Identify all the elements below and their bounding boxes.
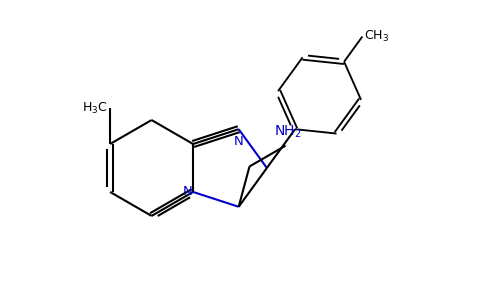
Text: N: N <box>182 185 192 198</box>
Text: H$_3$C: H$_3$C <box>82 100 107 116</box>
Text: N: N <box>234 135 243 148</box>
Text: CH$_3$: CH$_3$ <box>364 29 389 44</box>
Text: NH$_2$: NH$_2$ <box>274 124 302 140</box>
